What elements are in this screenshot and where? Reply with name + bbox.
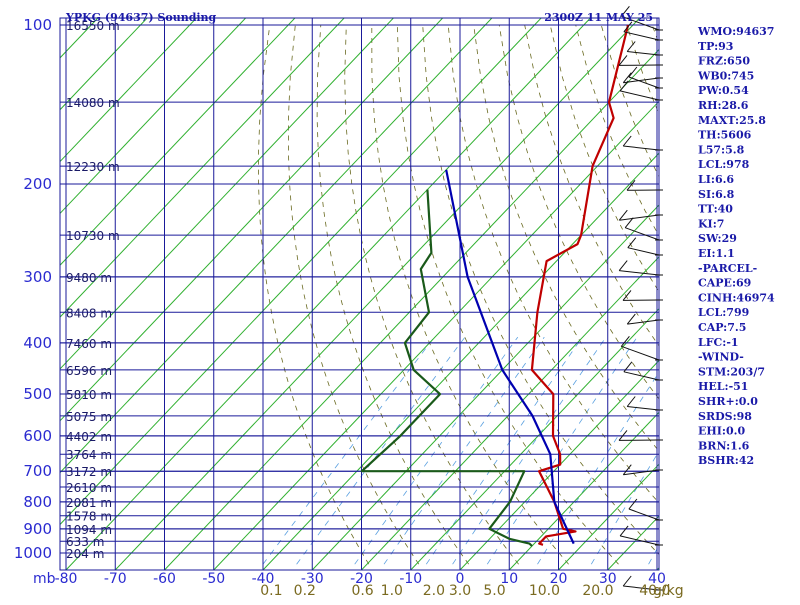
height-tick-label: 10730 m [66, 229, 120, 243]
mixing-ratio-tick-label: 0.1 [260, 583, 282, 599]
pressure-tick-label: 300 [23, 268, 52, 286]
stat-line: MAXT:25.8 [698, 114, 766, 127]
stat-line: LFC:-1 [698, 336, 739, 349]
stat-line: PW:0.54 [698, 84, 749, 97]
mixing-ratio-tick-label: 1.0 [381, 583, 403, 599]
height-tick-label: 3764 m [66, 448, 112, 462]
mixing-ratio-tick-label: 20.0 [582, 583, 613, 599]
height-tick-label: 5075 m [66, 410, 112, 424]
mixing-ratio-tick-label: 2.0 [423, 583, 445, 599]
height-tick-label: 8408 m [66, 306, 112, 320]
stat-line: WB0:745 [697, 69, 754, 82]
stat-line: SRDS:98 [698, 410, 752, 423]
mixing-ratio-tick-label: 0.6 [351, 583, 373, 599]
mixing-unit-label: g/kg [653, 583, 684, 599]
temperature-tick-label: -80 [55, 571, 78, 587]
stat-line: CAPE:69 [698, 277, 751, 290]
mixing-ratio-tick-label: 5.0 [483, 583, 505, 599]
stat-line: LI:6.6 [698, 173, 734, 186]
stat-line: CINH:46974 [698, 291, 775, 304]
chart-title: YPKG (94637) Sounding [65, 11, 217, 24]
pressure-tick-label: 400 [23, 334, 52, 352]
height-tick-label: 12230 m [66, 160, 120, 174]
pressure-tick-label: 900 [23, 520, 52, 538]
stat-line: -WIND- [698, 351, 744, 364]
stat-line: BRN:1.6 [698, 439, 750, 452]
height-tick-label: 4402 m [66, 430, 112, 444]
height-tick-label: 9480 m [66, 271, 112, 285]
stat-line: CAP:7.5 [698, 321, 746, 334]
stat-line: EI:1.1 [698, 247, 735, 260]
stat-line: TP:93 [698, 40, 733, 53]
mixing-ratio-tick-label: 10.0 [529, 583, 560, 599]
height-tick-label: 204 m [66, 547, 104, 561]
height-tick-label: 2081 m [66, 496, 112, 510]
stat-line: L57:5.8 [698, 143, 745, 156]
stat-line: -PARCEL- [698, 262, 757, 275]
height-tick-label: 2610 m [66, 481, 112, 495]
height-tick-label: 1578 m [66, 510, 112, 524]
stat-line: KI:7 [698, 217, 724, 230]
stat-line: FRZ:650 [698, 55, 750, 68]
pressure-tick-label: 100 [23, 16, 52, 34]
pressure-tick-label: 1000 [14, 544, 52, 562]
stat-line: SHR+:0.0 [698, 395, 758, 408]
height-tick-label: 7460 m [66, 337, 112, 351]
pressure-unit-label: mb [33, 571, 56, 587]
chart-timestamp: 2300Z 11 MAY 25 [544, 11, 653, 24]
stat-line: WMO:94637 [697, 25, 774, 38]
stat-line: EHI:0.0 [698, 425, 745, 438]
height-tick-label: 5810 m [66, 388, 112, 402]
temperature-tick-label: -70 [104, 571, 127, 587]
pressure-tick-label: 200 [23, 175, 52, 193]
pressure-tick-label: 700 [23, 462, 52, 480]
stat-line: RH:28.6 [698, 99, 749, 112]
stat-line: TH:5606 [698, 129, 752, 142]
stat-line: SW:29 [698, 232, 737, 245]
mixing-ratio-tick-label: 0.2 [294, 583, 316, 599]
stat-line: LCL:978 [698, 158, 750, 171]
pressure-tick-label: 500 [23, 385, 52, 403]
stat-line: LCL:799 [698, 306, 749, 319]
height-tick-label: 14080 m [66, 96, 120, 110]
stat-line: BSHR:42 [698, 454, 754, 467]
stat-line: SI:6.8 [698, 188, 735, 201]
pressure-tick-label: 600 [23, 427, 52, 445]
temperature-tick-label: -50 [202, 571, 225, 587]
mixing-ratio-tick-label: 3.0 [449, 583, 471, 599]
stat-line: HEL:-51 [698, 380, 748, 393]
stat-line: STM:203/7 [698, 365, 765, 378]
pressure-tick-label: 800 [23, 493, 52, 511]
stat-line: TT:40 [698, 203, 733, 216]
temperature-tick-label: -60 [153, 571, 176, 587]
height-tick-label: 6596 m [66, 364, 112, 378]
height-tick-label: 3172 m [66, 465, 112, 479]
